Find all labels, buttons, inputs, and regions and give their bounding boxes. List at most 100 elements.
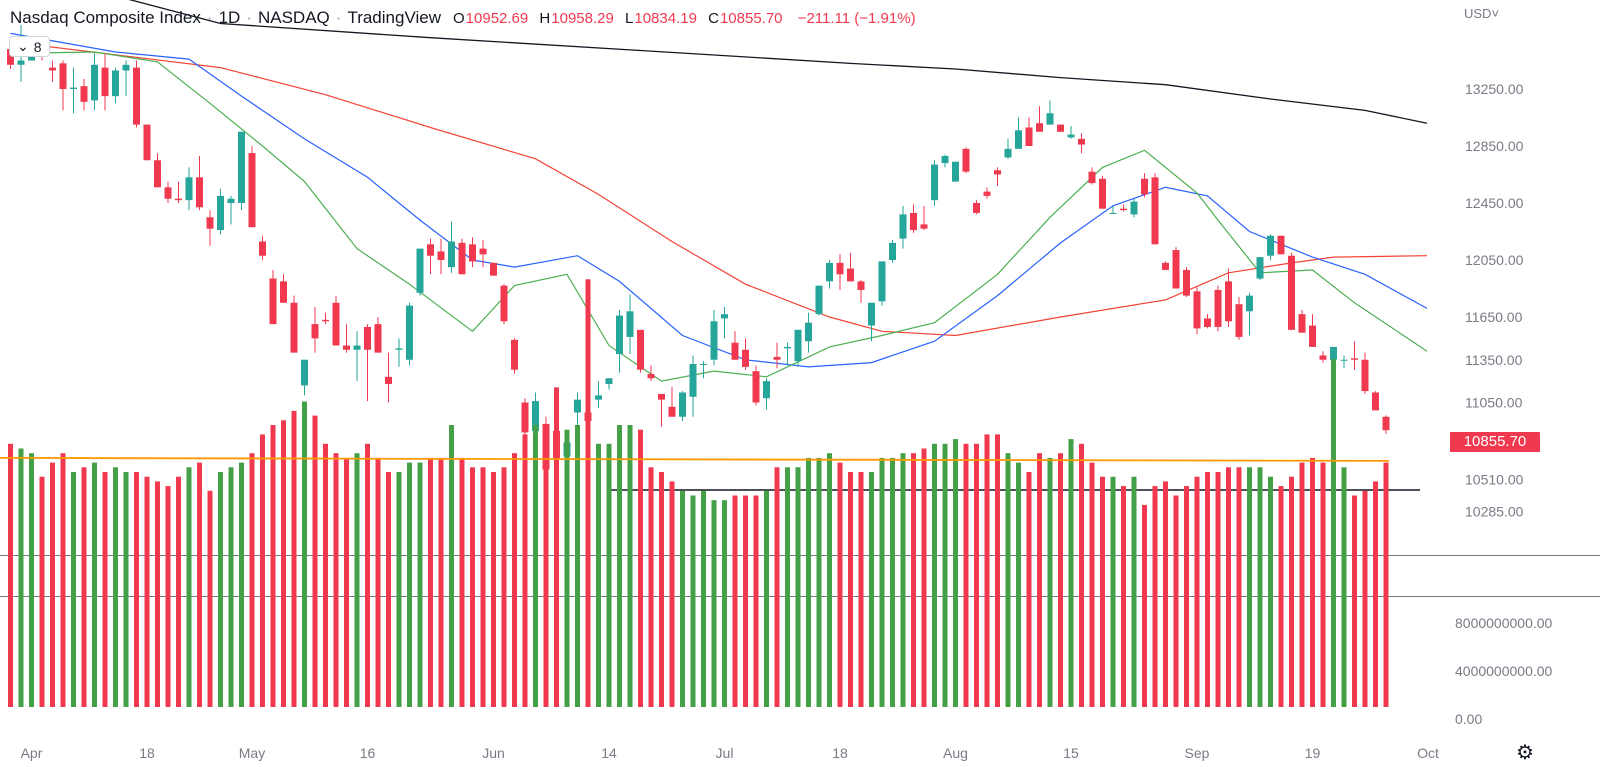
candle-body [721,314,728,319]
volume-bar [806,457,811,707]
volume-bar [512,453,517,707]
candle-body [395,348,403,350]
candle-body [574,399,581,413]
indicators-count: 8 [33,38,42,55]
volume-bar [470,467,475,707]
exchange-label: NASDAQ [257,8,330,27]
candle-body [637,329,644,370]
volume-bar [323,443,328,707]
candle-body [878,261,886,302]
candle-body [836,262,844,275]
price-tick-label: 13250.00 [1465,81,1524,97]
candle-body [1340,359,1348,361]
candle-body [910,212,917,231]
volume-bar [459,457,465,707]
candle-body [458,242,466,275]
candle-body [826,262,833,282]
ma50-path [10,41,1428,337]
candle-body [311,324,319,339]
volume-bar [554,387,559,707]
candle-body [647,374,655,379]
candle-body [973,203,980,213]
volume-bar [302,401,307,707]
gear-icon[interactable]: ⚙ [1516,742,1534,764]
volume-bar [417,462,423,707]
volume-bar [1383,462,1389,707]
volume-bar [1110,476,1116,707]
volume-bar [29,453,34,707]
volume-bar [239,462,244,707]
candle-body [1067,134,1075,138]
candle-body [154,160,161,188]
candle-body [1288,255,1295,330]
volume-bar [1373,481,1378,707]
price-tick-label: 11350.00 [1465,352,1523,368]
candle-body [175,198,182,201]
high-value: 10958.29 [551,10,614,27]
chevron-down-icon: ⌄ [17,38,29,54]
volume-bar [816,457,822,707]
volume-bar [249,453,255,707]
volume-bar [71,472,76,707]
candle-body [1193,291,1201,329]
close-value: 10855.70 [719,10,783,27]
volume-bar [648,467,654,707]
candle-body [269,278,277,325]
candle-body [1015,130,1022,149]
volume-bar [942,443,948,707]
candle-body [784,346,791,349]
candle-body [1078,138,1085,145]
candle-body [1351,358,1358,360]
candle-body [1267,235,1274,256]
volume-bar [774,467,780,707]
candle-body [1141,178,1148,195]
candle-body [332,302,340,346]
candle-body [1120,208,1127,211]
volume-bar [1310,457,1315,707]
ohlc-values: O10952.69 H10958.29 L10834.19 C10855.70 … [453,10,916,27]
candle-body [301,359,308,386]
volume-bar [638,429,643,707]
indicators-toggle-button[interactable]: ⌄ 8 [9,36,50,57]
volume-bar [18,448,24,707]
currency-selector[interactable]: USD˅ [1464,6,1499,21]
volume-bar [197,462,202,707]
volume-bar [1215,472,1221,707]
volume-bar [837,462,843,707]
volume-bar [165,486,171,707]
volume-bar [984,434,990,707]
volume-bar [1268,476,1273,707]
candle-body [710,321,718,360]
price-tick-label: 11050.00 [1465,395,1523,411]
candle-body [500,285,508,322]
candle-body [689,364,697,397]
volume-bar [155,481,160,707]
volume-bar [974,443,979,707]
candle-body [143,124,151,161]
candle-body [1057,124,1064,132]
candle-body [794,329,802,362]
volume-bar [1278,486,1284,707]
time-tick-label: 14 [601,745,617,761]
provider-label: TradingView [347,8,441,27]
candle-body [290,302,298,353]
volume-bar [606,443,612,707]
interval-label[interactable]: 1D [218,8,241,27]
candle-body [133,67,140,125]
candle-body [1025,127,1033,146]
volume-bar [1226,467,1231,707]
volume-bar [438,457,444,707]
volume-bar [617,425,622,707]
volume-bar [365,443,370,707]
volume-bar [1362,490,1368,707]
volume-bar [501,467,507,707]
candle-body [206,217,214,229]
candle-body [700,364,707,366]
symbol-name[interactable]: Nasdaq Composite Index [10,8,201,27]
volume-bar [344,457,349,707]
candle-body [70,87,77,89]
volume-bar [1026,472,1032,707]
candle-body [962,148,970,172]
time-tick-label: 15 [1063,745,1079,761]
